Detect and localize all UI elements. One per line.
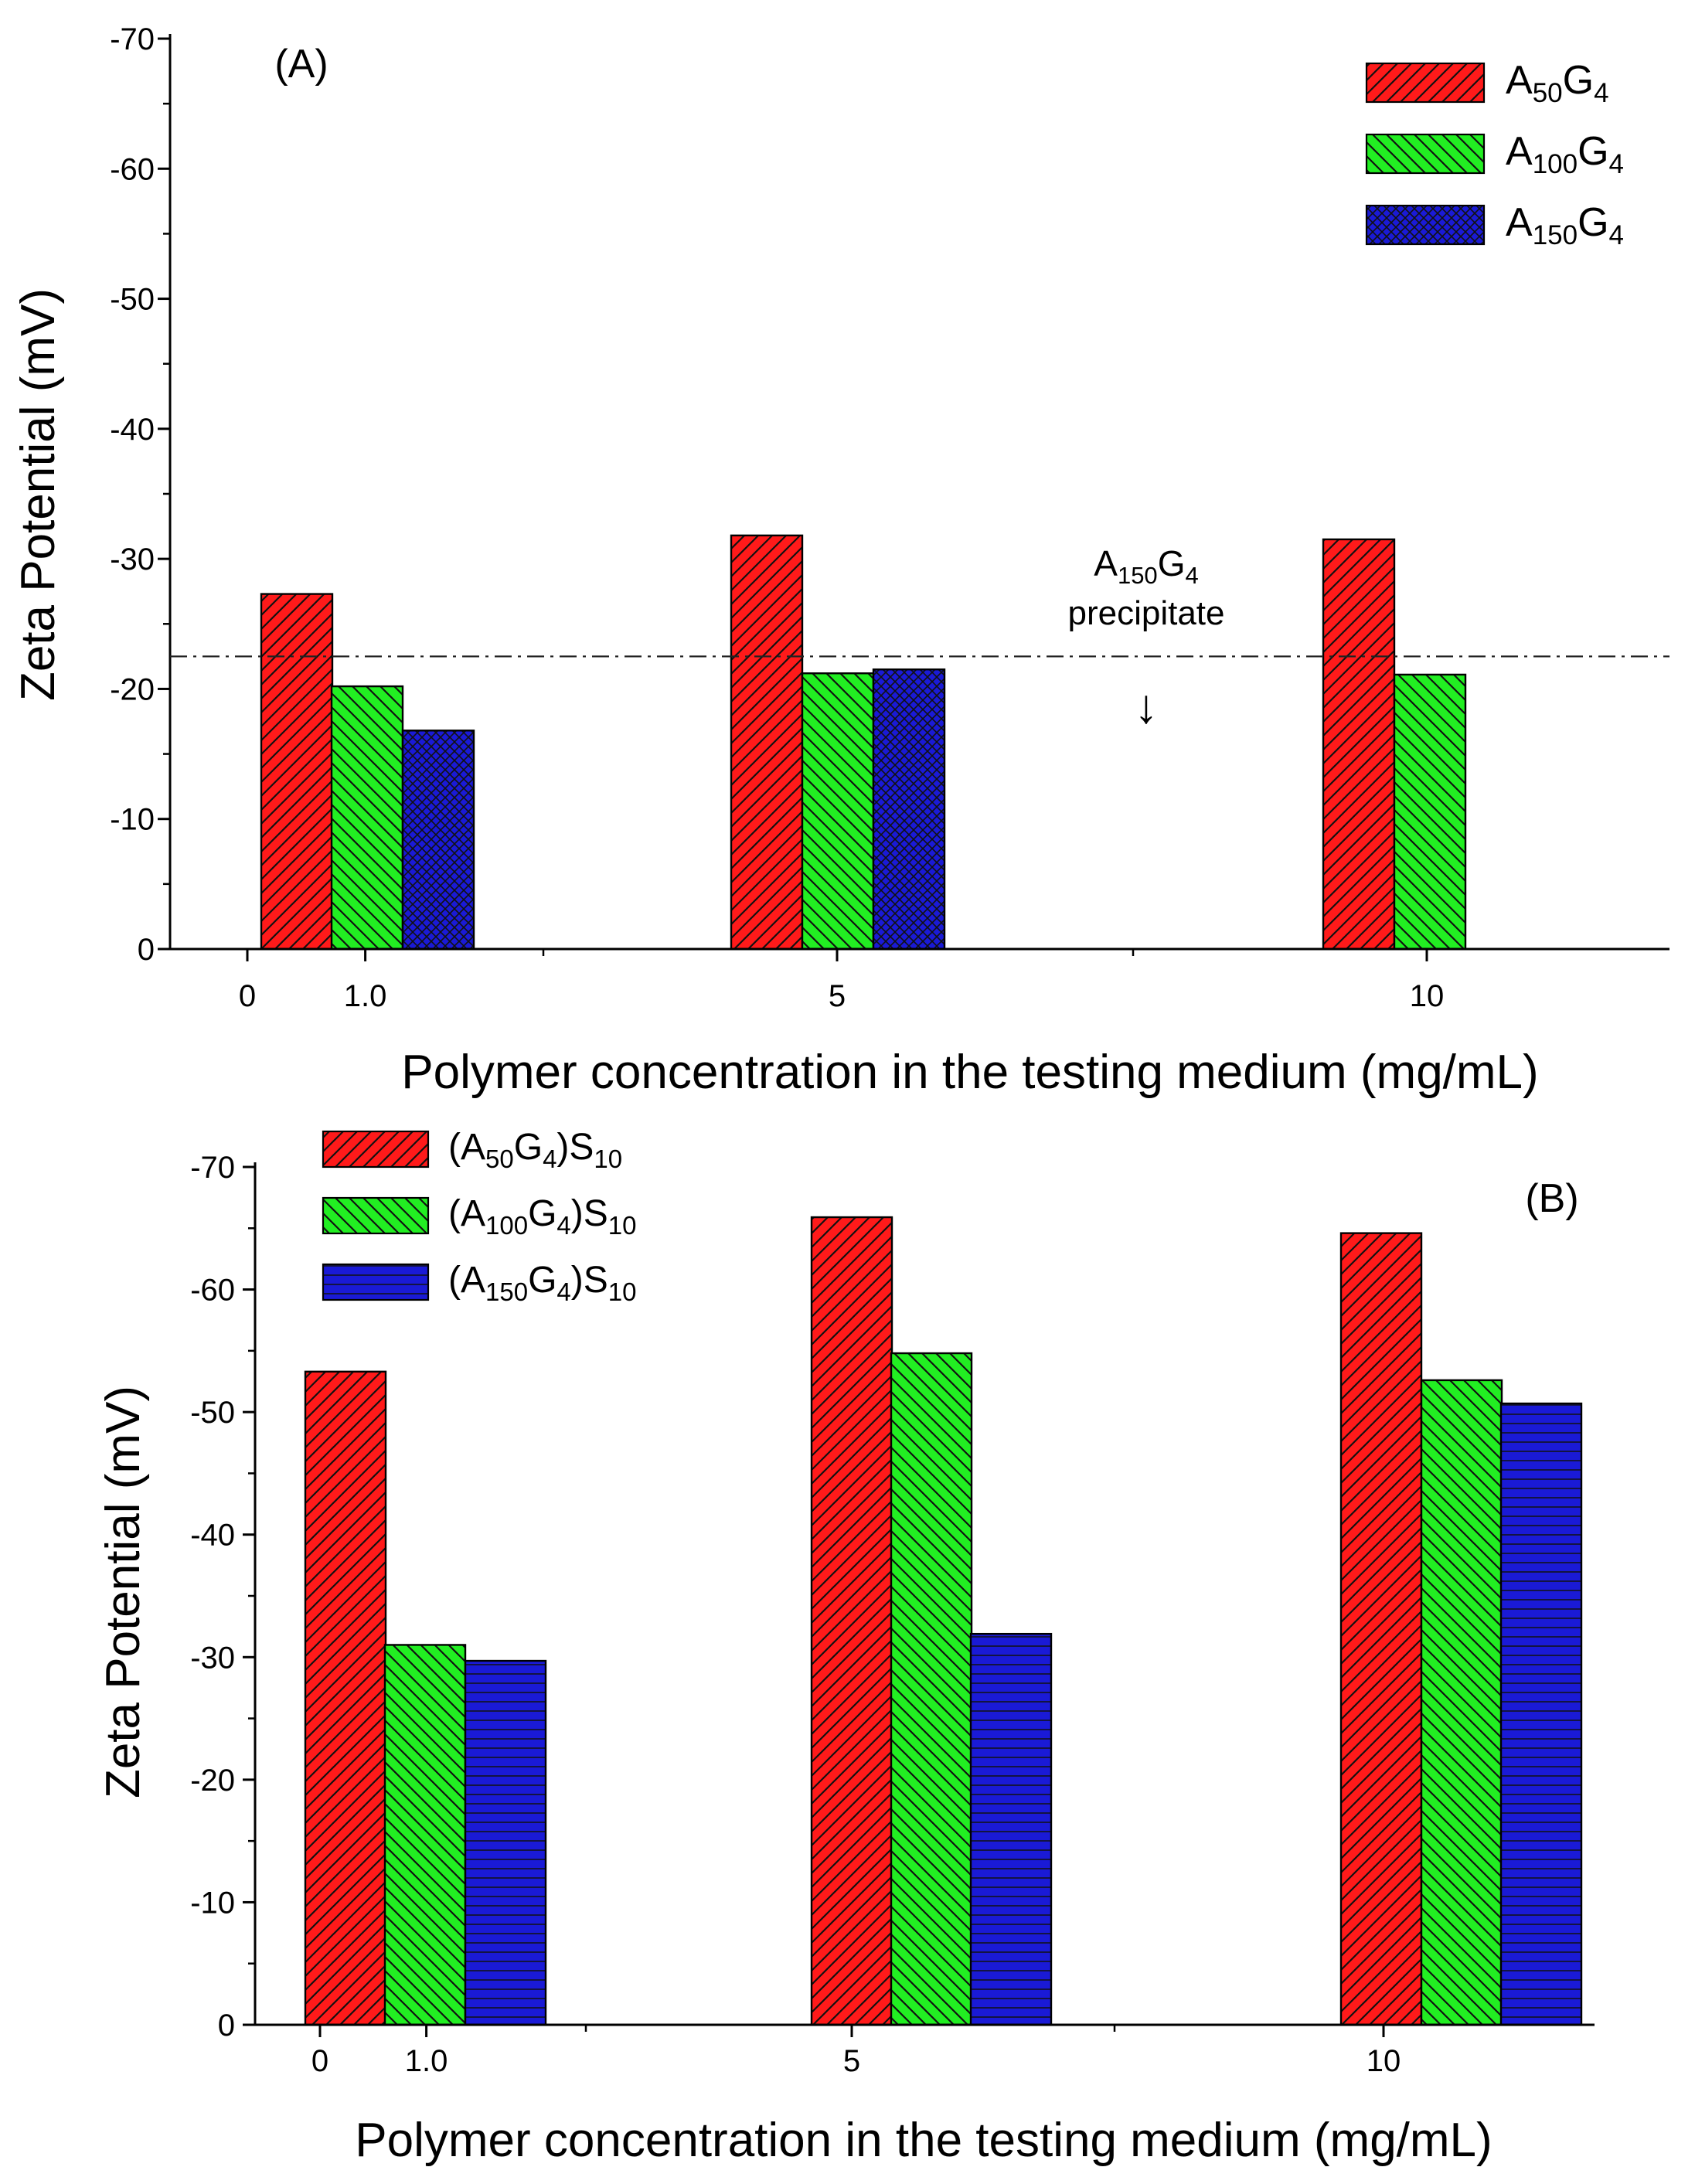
y-tick-label: -50 (190, 1396, 235, 1430)
bar-A50G4-1.0 (260, 593, 334, 951)
y-tick-label: -10 (190, 1886, 235, 1920)
panel-b: -70 -60 -50 -40 -30 -20 -10 0 0 1.0 5 10 Zeta Potent… (97, 1127, 1595, 2167)
x-tick-label: 1.0 (405, 2044, 448, 2078)
x-tick-label: 5 (843, 2044, 860, 2078)
legend-label: A50G4 (1506, 58, 1609, 108)
y-tick-label: -60 (190, 1274, 235, 1308)
y-tick-label: -40 (110, 413, 155, 447)
annotation-arrow-icon: ↓ (1135, 680, 1159, 733)
legend-label: (A50G4)S10 (448, 1127, 622, 1173)
y-tick-label: -20 (110, 672, 155, 706)
legend: A50G4 A100G4 A150G4 (1365, 58, 1624, 250)
bar-(A50G4)S10-5 (810, 1216, 893, 2026)
legend-label: (A100G4)S10 (448, 1193, 636, 1240)
y-tick-label: 0 (218, 2009, 235, 2043)
legend-label: A100G4 (1506, 129, 1624, 179)
bar-(A150G4)S10-5 (969, 1632, 1053, 2026)
legend-swatch (1365, 62, 1486, 104)
x-tick-label: 0 (311, 2044, 328, 2078)
panel-label: (B) (1525, 1176, 1578, 1221)
bar-A150G4-1.0 (401, 730, 475, 951)
y-tick-label: -30 (190, 1641, 235, 1675)
y-tick-label: -70 (110, 22, 155, 56)
panel-a: -70 -60 -50 -40 -30 -20 -10 0 0 1.0 5 10 Zeta Potent… (12, 22, 1669, 1099)
y-tick-label: -70 (190, 1151, 235, 1185)
y-tick-label: -10 (110, 803, 155, 837)
panel-label: (A) (274, 42, 328, 87)
legend-swatch (1365, 133, 1486, 175)
y-tick-label: -30 (110, 543, 155, 577)
bar-A100G4-10 (1393, 673, 1467, 951)
y-tick-label: 0 (138, 933, 155, 967)
x-tick-label: 1.0 (344, 979, 387, 1013)
y-tick-label: -60 (110, 152, 155, 186)
bar-(A100G4)S10-10 (1420, 1379, 1503, 2026)
bar-(A100G4)S10-1.0 (383, 1644, 467, 2026)
annotation-text: precipitate (1067, 594, 1224, 632)
bar-(A50G4)S10-10 (1339, 1232, 1423, 2026)
x-axis-title: Polymer concentration in the testing med… (401, 1046, 1538, 1099)
bar-(A150G4)S10-1.0 (464, 1659, 547, 2026)
legend: (A50G4)S10 (A100G4)S10 (A150G4)S10 (322, 1127, 636, 1306)
bar-A50G4-5 (730, 534, 804, 951)
y-tick-label: -20 (190, 1764, 235, 1798)
legend-label: (A150G4)S10 (448, 1260, 636, 1306)
bar-A50G4-10 (1322, 538, 1396, 951)
legend-swatch (322, 1130, 430, 1169)
bar-A150G4-5 (872, 668, 946, 951)
bar-(A150G4)S10-10 (1499, 1402, 1583, 2026)
x-tick-label: 10 (1410, 979, 1445, 1013)
y-tick-label: -50 (110, 283, 155, 317)
bar-(A100G4)S10-5 (890, 1352, 973, 2026)
legend-swatch (322, 1263, 430, 1301)
legend-label: A150G4 (1506, 200, 1624, 250)
legend-swatch (1365, 204, 1486, 246)
y-axis-title: Zeta Potential (mV) (12, 288, 65, 701)
x-tick-label: 10 (1367, 2044, 1401, 2078)
chart-layer: -70 -60 -50 -40 -30 -20 -10 0 0 1.0 5 10 Zeta Potent… (12, 22, 1669, 2167)
y-tick-label: -40 (190, 1519, 235, 1553)
x-tick-label: 5 (829, 979, 846, 1013)
y-axis-title: Zeta Potential (mV) (97, 1386, 150, 1798)
annotation-series-label: A150G4 (1094, 543, 1198, 589)
bar-A100G4-1.0 (330, 685, 404, 951)
legend-swatch (322, 1196, 430, 1235)
bar-A100G4-5 (801, 672, 875, 951)
x-axis-title: Polymer concentration in the testing med… (355, 2114, 1492, 2167)
x-tick-label: 0 (239, 979, 256, 1013)
bar-(A50G4)S10-1.0 (304, 1370, 387, 2026)
